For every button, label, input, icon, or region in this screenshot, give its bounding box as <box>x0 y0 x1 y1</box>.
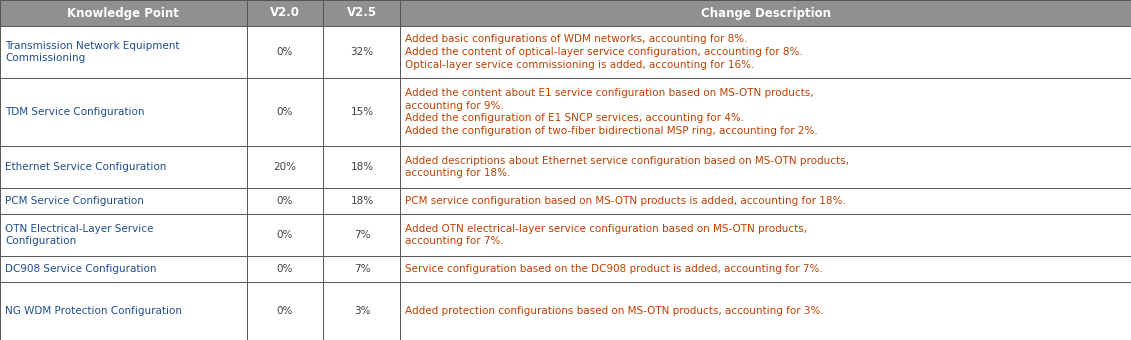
Text: Knowledge Point: Knowledge Point <box>68 6 179 19</box>
Text: PCM service configuration based on MS-OTN products is added, accounting for 18%.: PCM service configuration based on MS-OT… <box>405 196 846 206</box>
Text: Ethernet Service Configuration: Ethernet Service Configuration <box>5 162 166 172</box>
Text: Added protection configurations based on MS-OTN products, accounting for 3%.: Added protection configurations based on… <box>405 306 824 316</box>
Text: 7%: 7% <box>354 264 370 274</box>
Text: Transmission Network Equipment
Commissioning: Transmission Network Equipment Commissio… <box>5 40 180 63</box>
Bar <box>0 0 1131 26</box>
Bar <box>0 188 1131 214</box>
Text: OTN Electrical-Layer Service
Configuration: OTN Electrical-Layer Service Configurati… <box>5 224 154 246</box>
Text: Added descriptions about Ethernet service configuration based on MS-OTN products: Added descriptions about Ethernet servic… <box>405 156 849 178</box>
Text: TDM Service Configuration: TDM Service Configuration <box>5 107 145 117</box>
Text: 15%: 15% <box>351 107 373 117</box>
Text: DC908 Service Configuration: DC908 Service Configuration <box>5 264 156 274</box>
Text: Service configuration based on the DC908 product is added, accounting for 7%.: Service configuration based on the DC908… <box>405 264 823 274</box>
Text: 32%: 32% <box>351 47 373 57</box>
Text: 0%: 0% <box>277 264 293 274</box>
Text: V2.5: V2.5 <box>347 6 377 19</box>
Text: 0%: 0% <box>277 230 293 240</box>
Text: Added OTN electrical-layer service configuration based on MS-OTN products,
accou: Added OTN electrical-layer service confi… <box>405 224 808 246</box>
Text: Added basic configurations of WDM networks, accounting for 8%.
Added the content: Added basic configurations of WDM networ… <box>405 34 803 70</box>
Text: 0%: 0% <box>277 196 293 206</box>
Text: 20%: 20% <box>274 162 296 172</box>
Text: 0%: 0% <box>277 47 293 57</box>
Bar <box>0 146 1131 188</box>
Text: NG WDM Protection Configuration: NG WDM Protection Configuration <box>5 306 182 316</box>
Bar <box>0 78 1131 146</box>
Bar <box>0 256 1131 282</box>
Text: V2.0: V2.0 <box>270 6 300 19</box>
Text: 18%: 18% <box>351 162 373 172</box>
Bar <box>0 26 1131 78</box>
Bar <box>0 282 1131 340</box>
Text: Added the content about E1 service configuration based on MS-OTN products,
accou: Added the content about E1 service confi… <box>405 88 818 136</box>
Text: 0%: 0% <box>277 107 293 117</box>
Bar <box>0 214 1131 256</box>
Text: PCM Service Configuration: PCM Service Configuration <box>5 196 144 206</box>
Text: 18%: 18% <box>351 196 373 206</box>
Text: 3%: 3% <box>354 306 370 316</box>
Text: 0%: 0% <box>277 306 293 316</box>
Text: 7%: 7% <box>354 230 370 240</box>
Text: Change Description: Change Description <box>701 6 830 19</box>
